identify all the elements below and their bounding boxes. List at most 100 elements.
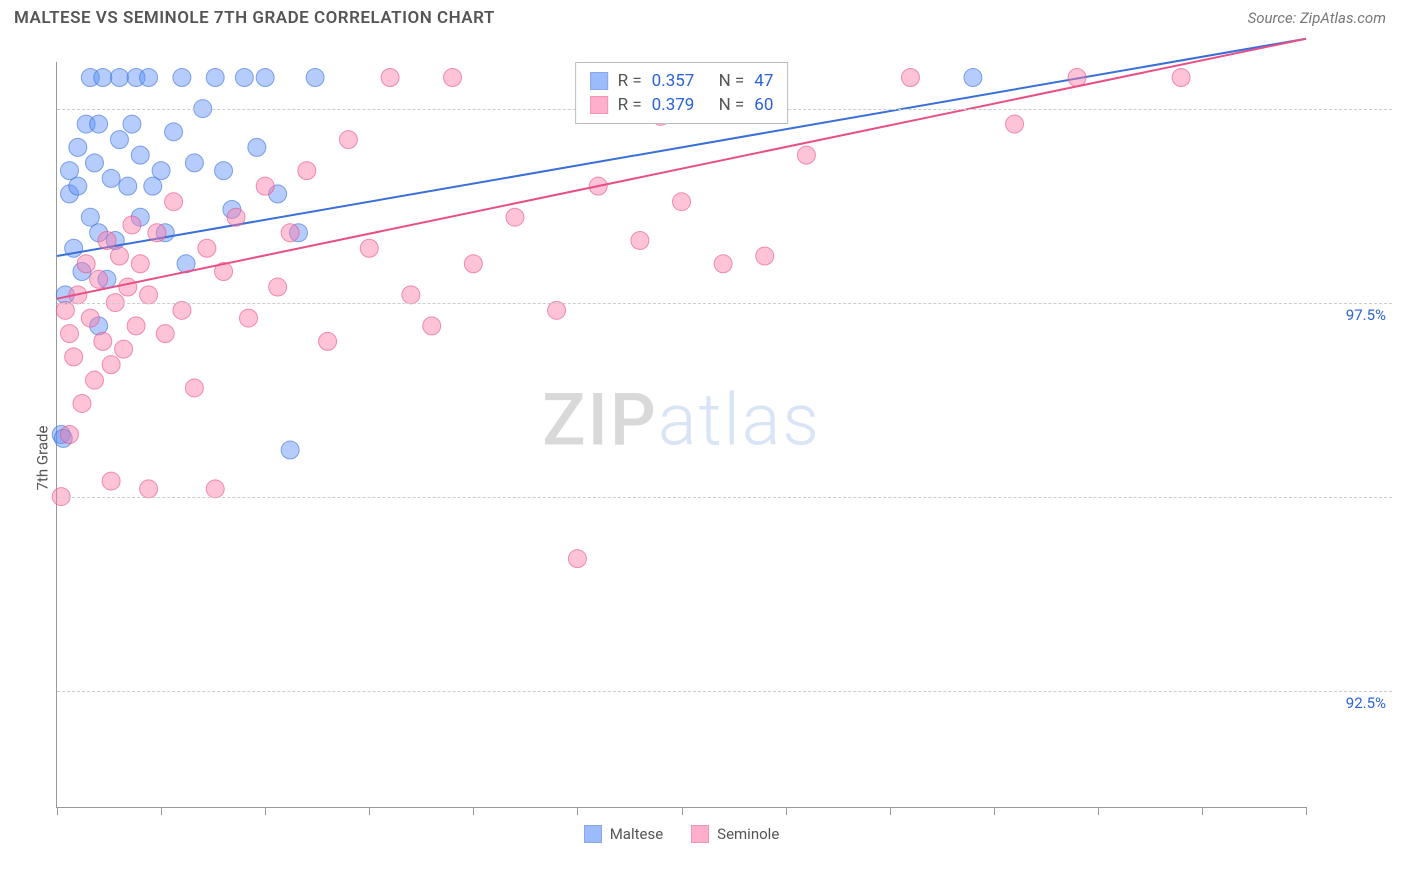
swatch-maltese [590, 72, 608, 90]
stats-row-seminole: R = 0.379 N = 60 [590, 93, 774, 117]
scatter-point-seminole [506, 208, 524, 226]
scatter-point-seminole [185, 379, 203, 397]
scatter-point-seminole [444, 69, 462, 87]
scatter-point-seminole [85, 371, 103, 389]
legend-swatch-maltese [584, 825, 602, 843]
scatter-point-seminole [339, 131, 357, 149]
chart-container: 7th Grade ZIPatlas R = 0.357 N = 47 R = … [14, 38, 1392, 878]
scatter-point-seminole [568, 550, 586, 568]
scatter-point-seminole [148, 224, 166, 242]
stats-box: R = 0.357 N = 47 R = 0.379 N = 60 [575, 62, 789, 124]
scatter-point-maltese [102, 169, 120, 187]
scatter-point-seminole [797, 146, 815, 164]
xtick [994, 807, 995, 815]
chart-title: MALTESE VS SEMINOLE 7TH GRADE CORRELATIO… [14, 8, 495, 28]
scatter-point-seminole [548, 301, 566, 319]
xtick [682, 807, 683, 815]
y-axis-label: 7th Grade [33, 426, 51, 491]
scatter-point-seminole [1006, 115, 1024, 133]
scatter-point-seminole [631, 231, 649, 249]
xtick [57, 807, 58, 815]
scatter-point-seminole [360, 239, 378, 257]
xtick [890, 807, 891, 815]
legend-item-seminole: Seminole [691, 825, 779, 843]
scatter-point-maltese [140, 69, 158, 87]
scatter-point-seminole [140, 286, 158, 304]
gridline-h [57, 497, 1392, 498]
r-value-maltese: 0.357 [652, 71, 695, 91]
scatter-point-maltese [69, 177, 87, 195]
legend-label-maltese: Maltese [610, 825, 663, 843]
xtick [369, 807, 370, 815]
scatter-point-seminole [94, 332, 112, 350]
r-label: R = [618, 71, 642, 91]
scatter-point-maltese [215, 162, 233, 180]
scatter-point-maltese [119, 177, 137, 195]
scatter-point-maltese [281, 441, 299, 459]
scatter-point-seminole [115, 340, 133, 358]
plot-svg [57, 62, 1306, 807]
xtick [265, 807, 266, 815]
scatter-point-seminole [56, 301, 74, 319]
scatter-point-seminole [123, 216, 141, 234]
scatter-point-seminole [402, 286, 420, 304]
scatter-point-maltese [110, 69, 128, 87]
scatter-point-seminole [1172, 69, 1190, 87]
scatter-point-seminole [298, 162, 316, 180]
scatter-point-seminole [110, 247, 128, 265]
scatter-point-seminole [173, 301, 191, 319]
scatter-point-maltese [206, 69, 224, 87]
scatter-point-maltese [131, 146, 149, 164]
scatter-point-seminole [60, 426, 78, 444]
legend-label-seminole: Seminole [717, 825, 779, 843]
scatter-point-seminole [281, 224, 299, 242]
r-value-seminole: 0.379 [652, 95, 695, 115]
scatter-point-seminole [269, 278, 287, 296]
scatter-point-seminole [102, 472, 120, 490]
scatter-point-seminole [65, 348, 83, 366]
scatter-point-seminole [90, 270, 108, 288]
scatter-point-maltese [306, 69, 324, 87]
scatter-point-seminole [240, 309, 258, 327]
source-label: Source: ZipAtlas.com [1248, 9, 1386, 27]
n-value-seminole: 60 [754, 95, 773, 115]
scatter-point-seminole [198, 239, 216, 257]
scatter-point-maltese [94, 69, 112, 87]
scatter-point-seminole [206, 480, 224, 498]
legend: Maltese Seminole [57, 825, 1306, 843]
scatter-point-maltese [256, 69, 274, 87]
scatter-point-seminole [319, 332, 337, 350]
scatter-point-seminole [227, 208, 245, 226]
scatter-point-seminole [901, 69, 919, 87]
scatter-point-seminole [714, 255, 732, 273]
n-label: N = [719, 71, 745, 91]
scatter-point-seminole [423, 317, 441, 335]
scatter-point-maltese [152, 162, 170, 180]
scatter-point-maltese [85, 154, 103, 172]
xtick [473, 807, 474, 815]
scatter-point-maltese [123, 115, 141, 133]
scatter-point-maltese [110, 131, 128, 149]
xtick [577, 807, 578, 815]
scatter-point-seminole [60, 325, 78, 343]
plot-area: ZIPatlas R = 0.357 N = 47 R = 0.379 N = … [56, 62, 1306, 808]
n-label: N = [719, 95, 745, 115]
scatter-point-maltese [248, 138, 266, 156]
swatch-seminole [590, 96, 608, 114]
xtick [1202, 807, 1203, 815]
scatter-point-seminole [127, 317, 145, 335]
ytick-label: 97.5% [1312, 306, 1386, 324]
scatter-point-seminole [1068, 69, 1086, 87]
scatter-point-maltese [185, 154, 203, 172]
scatter-point-maltese [165, 123, 183, 141]
legend-item-maltese: Maltese [584, 825, 663, 843]
scatter-point-maltese [964, 69, 982, 87]
xtick [786, 807, 787, 815]
scatter-point-seminole [98, 231, 116, 249]
scatter-point-seminole [73, 394, 91, 412]
gridline-h [57, 303, 1392, 304]
xtick [161, 807, 162, 815]
xtick [1306, 807, 1307, 815]
r-label: R = [618, 95, 642, 115]
scatter-point-seminole [102, 356, 120, 374]
